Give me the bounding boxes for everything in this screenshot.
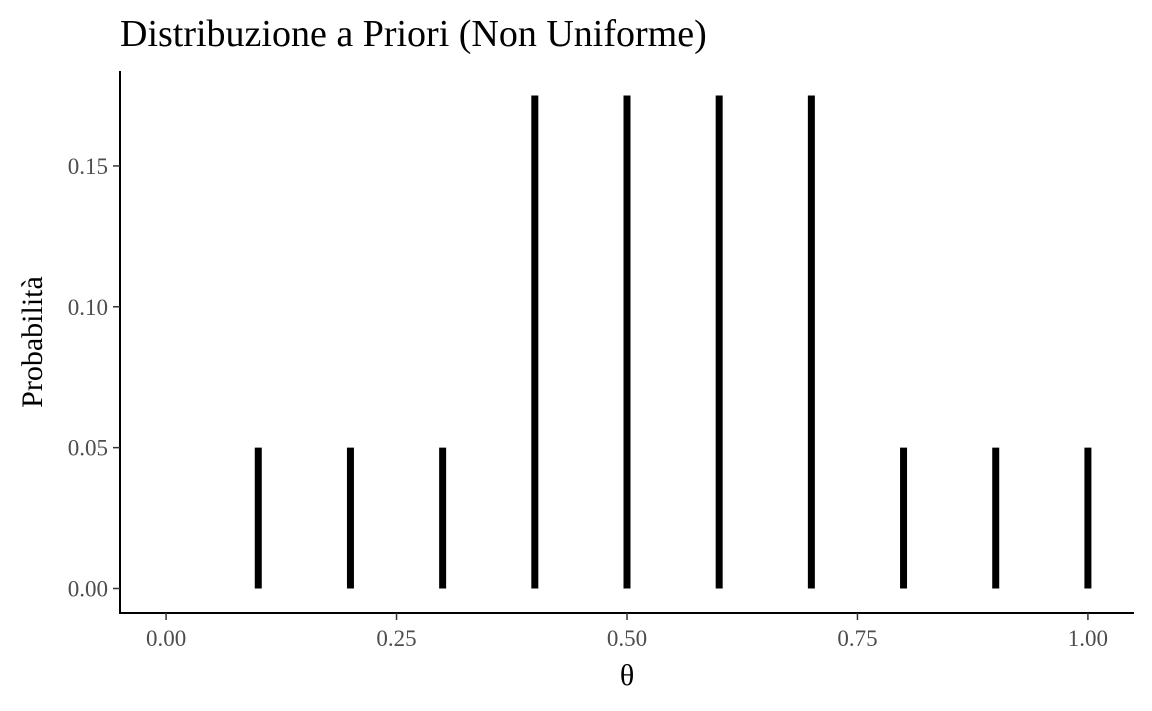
x-tick-label: 0.00 <box>146 626 186 651</box>
x-axis-ticks: 0.00 0.25 0.50 0.75 1.00 <box>146 613 1108 651</box>
x-axis-title: θ <box>620 659 634 692</box>
y-axis-title: Probabilità <box>16 276 49 408</box>
chart-title: Distribuzione a Priori (Non Uniforme) <box>120 13 707 55</box>
y-axis-ticks: 0.00 0.05 0.10 0.15 <box>68 154 120 601</box>
bars-group <box>254 95 1092 589</box>
y-tick-label: 0.15 <box>68 154 108 179</box>
x-tick-label: 0.25 <box>376 626 416 651</box>
x-tick-label: 0.75 <box>837 626 877 651</box>
x-tick-label: 1.00 <box>1068 626 1108 651</box>
y-tick-label: 0.00 <box>68 576 108 601</box>
y-tick-label: 0.10 <box>68 295 108 320</box>
x-tick-label: 0.50 <box>607 626 647 651</box>
y-tick-label: 0.05 <box>68 436 108 461</box>
